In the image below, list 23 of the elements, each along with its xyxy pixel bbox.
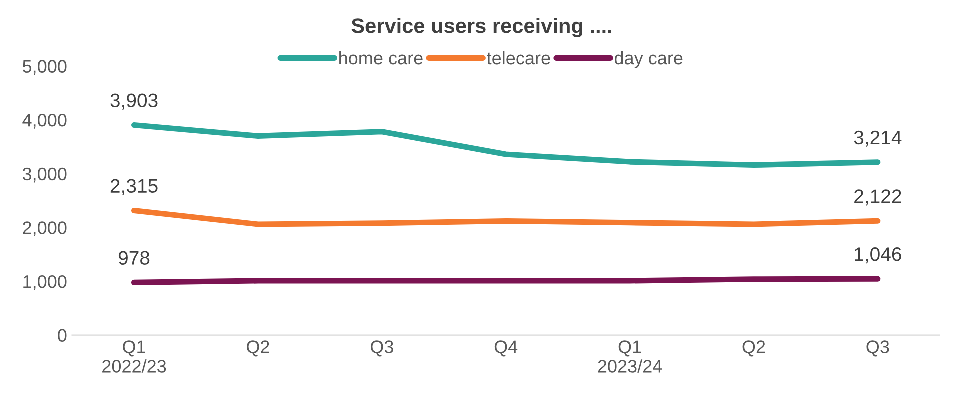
x-tick-label: Q1 2022/23: [102, 340, 166, 373]
x-tick-label: Q2: [742, 340, 766, 357]
y-tick-label: 5,000: [22, 60, 67, 76]
x-tick-label: Q1 2023/24: [598, 340, 662, 373]
legend-label: day care: [614, 51, 683, 68]
data-label: 3,903: [110, 94, 158, 110]
data-label: 2,122: [854, 190, 902, 206]
x-tick-label: Q3: [370, 340, 394, 357]
chart-title: Service users receiving ....: [352, 18, 612, 38]
x-tick-label: Q2: [247, 340, 270, 357]
x-tick-label: Q4: [494, 340, 518, 357]
x-tick-label: Q3: [866, 340, 890, 357]
data-label: 2,315: [110, 179, 158, 196]
y-tick-label: 1,000: [24, 275, 67, 290]
y-tick-label: 0: [58, 329, 67, 342]
y-tick-label: 4,000: [22, 114, 67, 129]
legend-label: telecare: [487, 51, 550, 65]
data-label: 1,046: [855, 248, 902, 264]
data-label: 3,214: [854, 130, 902, 147]
legend-label: home care: [340, 51, 423, 65]
y-tick-label: 2,000: [23, 222, 67, 237]
y-tick-label: 3,000: [22, 168, 67, 183]
data-label: 978: [118, 251, 150, 265]
